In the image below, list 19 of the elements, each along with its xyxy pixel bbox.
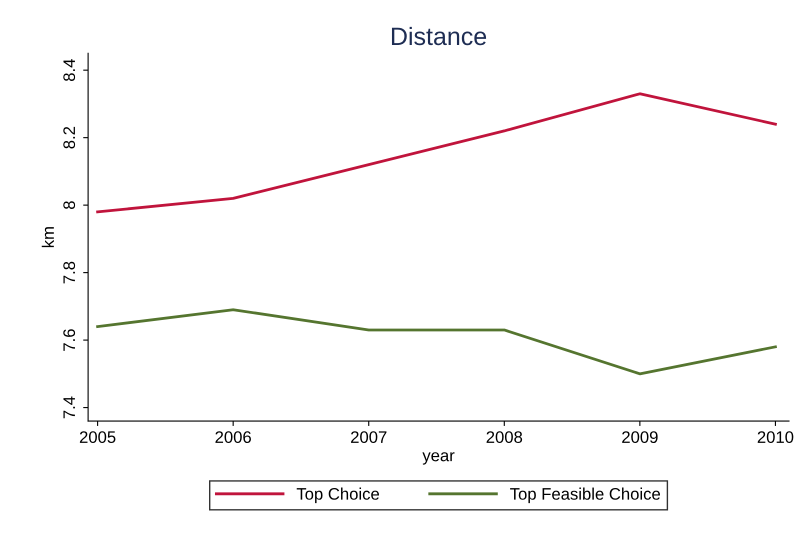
x-tick-label: 2007 bbox=[351, 431, 386, 444]
x-tick-label: 2010 bbox=[758, 431, 794, 444]
line-series bbox=[96, 308, 777, 376]
y-axis-title: km bbox=[42, 227, 54, 248]
legend-label: Top Feasible Choice bbox=[510, 488, 660, 504]
y-tick-label: 8.4 bbox=[63, 59, 76, 82]
x-axis-title: year bbox=[422, 452, 454, 465]
y-tick-label: 7.6 bbox=[63, 329, 76, 351]
x-tick-label: 2005 bbox=[80, 431, 116, 444]
y-tick-label: 8 bbox=[63, 201, 76, 210]
line-series bbox=[96, 92, 777, 214]
y-tick-label: 7.8 bbox=[63, 262, 76, 284]
chart-title: Distance bbox=[392, 26, 486, 46]
y-tick-label: 8.2 bbox=[63, 126, 76, 149]
y-tick-label: 7.4 bbox=[63, 396, 75, 418]
x-tick-label: 2009 bbox=[622, 431, 658, 444]
x-tick-label: 2006 bbox=[215, 431, 251, 444]
x-tick-label: 2008 bbox=[486, 431, 522, 444]
legend-label: Top Choice bbox=[296, 488, 379, 504]
